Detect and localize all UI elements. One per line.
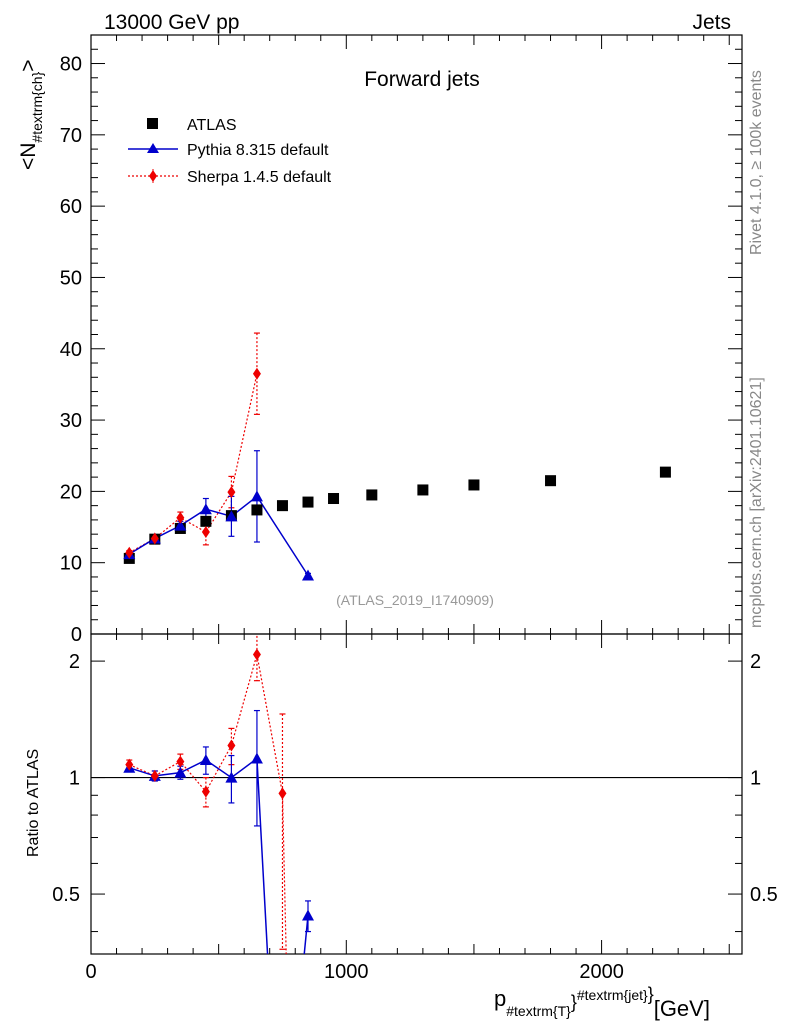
- ratio-y-tick-label-right: 2: [750, 651, 761, 673]
- atlas-point: [545, 475, 557, 487]
- sherpa-ratio-point: [176, 755, 185, 768]
- atlas-point: [276, 500, 288, 512]
- x-tick-labels: 0 1000 2000: [85, 961, 623, 983]
- y-tick-label: 50: [60, 267, 82, 289]
- ratio-y-tick-label: 2: [69, 651, 80, 673]
- axis-ticks: [90, 34, 742, 954]
- rivet-label: Rivet 4.1.0, ≥ 100k events: [748, 70, 765, 255]
- sherpa-ratio-point: [278, 787, 287, 800]
- legend-pythia-label: Pythia 8.315 default: [187, 142, 329, 159]
- sherpa-point: [125, 546, 134, 559]
- legend: ATLAS Pythia 8.315 default Sherpa 1.4.5 …: [128, 117, 332, 186]
- legend-sherpa-marker: [149, 170, 157, 182]
- sherpa-point: [150, 532, 159, 545]
- atlas-point: [659, 466, 671, 478]
- atlas-point: [468, 479, 480, 491]
- pythia-ratio-point: [302, 909, 314, 921]
- y-tick-label: 70: [60, 125, 82, 147]
- header-right: Jets: [692, 11, 731, 34]
- main-plot-area: [123, 332, 671, 581]
- chart-title: Forward jets: [364, 68, 480, 91]
- ratio-y-tick-label: 0.5: [52, 884, 80, 906]
- atlas-point: [200, 515, 212, 527]
- sherpa-point: [227, 486, 236, 499]
- header-left: 13000 GeV pp: [104, 11, 239, 34]
- sherpa-point: [201, 526, 210, 539]
- atlas-point: [302, 496, 314, 508]
- pythia-ratio-line: [129, 757, 269, 954]
- pythia-ratio-point: [250, 752, 263, 764]
- x-label-sup: #textrm{jet}: [577, 987, 648, 1003]
- sherpa-ratio-point: [125, 758, 134, 771]
- pythia-ratio-point: [174, 766, 187, 778]
- pythia-point: [225, 510, 238, 522]
- legend-atlas-label: ATLAS: [187, 117, 237, 134]
- atlas-point: [251, 504, 263, 516]
- legend-atlas-marker: [147, 118, 158, 129]
- main-y-axis-label: <N#textrm{ch}>: [17, 59, 45, 170]
- sherpa-ratio-point: [252, 648, 261, 661]
- pythia-point: [174, 519, 187, 531]
- sherpa-point: [252, 367, 261, 380]
- ratio-panel-frame: [90, 633, 743, 955]
- ratio-y-axis-label: Ratio to ATLAS: [25, 749, 42, 857]
- analysis-label: (ATLAS_2019_I1740909): [336, 592, 494, 608]
- y-tick-label: 60: [60, 196, 82, 218]
- atlas-point: [328, 493, 340, 505]
- pythia-point: [302, 569, 314, 581]
- sherpa-ratio-point: [227, 739, 236, 752]
- legend-sherpa-label: Sherpa 1.4.5 default: [187, 169, 332, 186]
- y-tick-label: 80: [60, 54, 82, 76]
- mcplots-label: mcplots.cern.ch [arXiv:2401.10621]: [748, 377, 765, 628]
- y-tick-label: 40: [60, 339, 82, 361]
- x-tick-label: 0: [85, 961, 96, 983]
- ratio-y-tick-label: 1: [69, 768, 80, 790]
- legend-pythia-marker: [147, 143, 159, 153]
- sherpa-ratio-point: [201, 785, 210, 798]
- ratio-y-tick-labels: 0.5 0.5 1 1 2 2: [52, 651, 778, 906]
- ratio-plot-area: [123, 634, 314, 954]
- sherpa-point: [176, 511, 185, 524]
- y-label-main: <N: [17, 143, 40, 170]
- y-tick-label: 10: [60, 553, 82, 575]
- y-label-close: >: [17, 59, 40, 71]
- x-tick-label: 1000: [324, 961, 369, 983]
- sherpa-line: [129, 373, 258, 554]
- pythia-point: [250, 490, 263, 502]
- x-tick-label: 2000: [579, 961, 624, 983]
- pythia-point: [199, 503, 212, 515]
- x-axis-label: p#textrm{T}}#textrm{jet}}[GeV]: [494, 984, 710, 1021]
- x-label-close-brace: }: [648, 984, 654, 1004]
- y-tick-label: 0: [71, 624, 82, 646]
- x-label-main: p: [494, 986, 506, 1011]
- y-label-sub: #textrm{ch}: [29, 71, 45, 142]
- sherpa-ratio-point: [150, 769, 159, 782]
- ratio-y-tick-label-right: 1: [750, 768, 761, 790]
- atlas-point: [417, 484, 429, 496]
- y-tick-label: 20: [60, 481, 82, 503]
- atlas-point: [366, 489, 378, 501]
- x-label-sub: #textrm{T}: [506, 1003, 571, 1019]
- x-label-brace: }: [571, 992, 577, 1012]
- pythia-ratio-point: [199, 754, 212, 766]
- y-tick-label: 30: [60, 410, 82, 432]
- sherpa-ratio-line: [129, 654, 287, 954]
- pythia-ratio-point: [225, 771, 238, 783]
- x-label-unit: [GeV]: [654, 996, 710, 1021]
- ratio-y-tick-label-right: 0.5: [750, 884, 778, 906]
- main-y-tick-labels: 0 10 20 30 40 50 60 70 80: [60, 54, 82, 646]
- pythia-ratio-line-tail: [303, 915, 309, 954]
